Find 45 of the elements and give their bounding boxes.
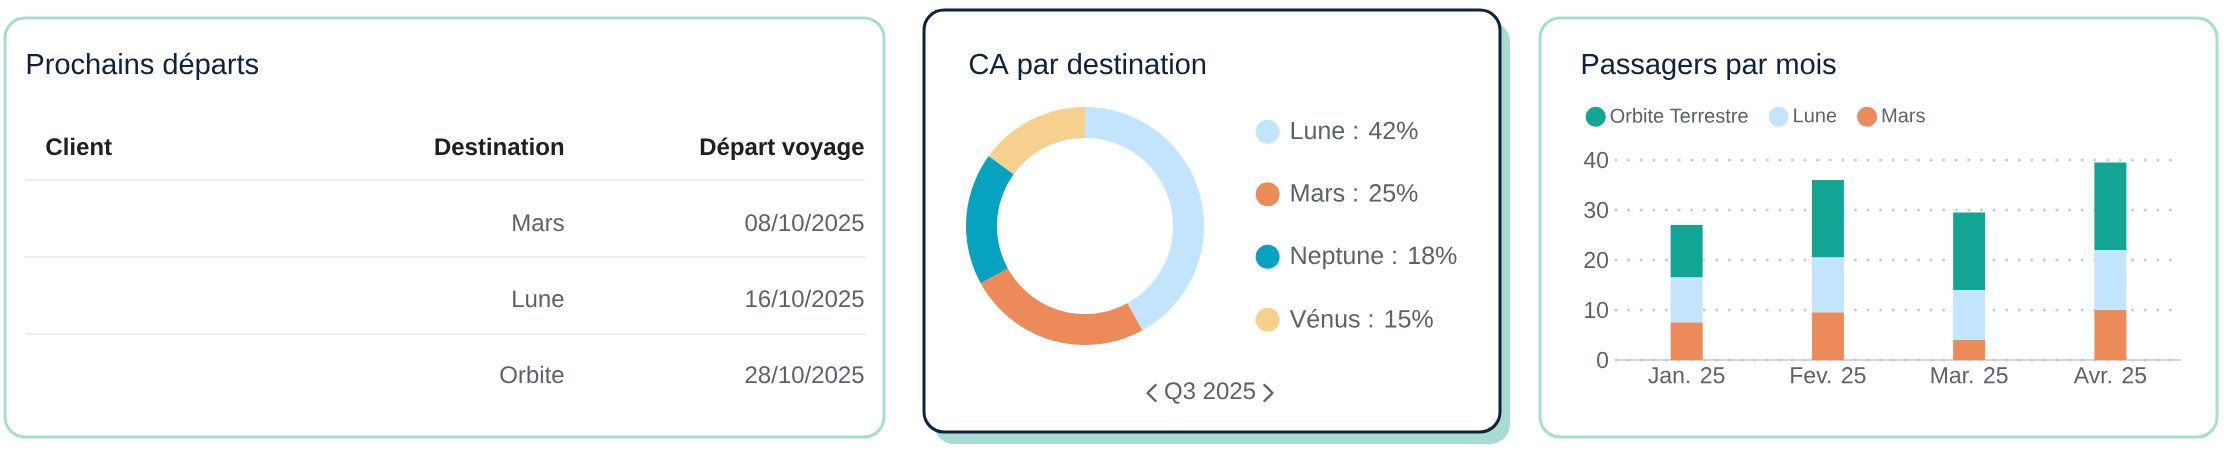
data-label: : 42% xyxy=(1354,121,1418,140)
text: 08/10/2025 xyxy=(745,213,864,232)
bar xyxy=(1811,180,1844,258)
text: 28/10/2025 xyxy=(745,365,864,384)
legend-label: Lune xyxy=(1794,108,1837,123)
bar xyxy=(2094,250,2127,311)
text: Q3 2025 xyxy=(1165,382,1255,404)
y-tick-label: 0 xyxy=(1597,351,1609,369)
text: Départ voyage xyxy=(700,137,864,161)
text: Client xyxy=(46,137,112,156)
x-tick-label: Mar. 25 xyxy=(1931,367,2008,384)
bar xyxy=(1670,277,1703,323)
text: Mars xyxy=(513,214,564,232)
bar xyxy=(2094,310,2127,361)
bar xyxy=(1953,290,1986,341)
text: 16/10/2025 xyxy=(746,289,864,308)
text: Prochains départs xyxy=(27,52,259,81)
text: Destination xyxy=(435,137,564,156)
legend-label: Mars xyxy=(1291,184,1345,202)
data-label: : 25% xyxy=(1354,184,1418,202)
chart-title: Passagers par mois xyxy=(1582,52,1836,81)
bar xyxy=(1670,225,1703,278)
y-tick-label: 20 xyxy=(1584,251,1609,269)
bar xyxy=(1953,340,1986,361)
y-tick-label: 10 xyxy=(1585,301,1609,319)
legend-label: Mars xyxy=(1882,108,1925,123)
bar xyxy=(1811,257,1844,313)
bar xyxy=(1953,212,1986,290)
bar xyxy=(2094,162,2127,250)
data-label: : 15% xyxy=(1369,310,1433,328)
chart-title: CA par destination xyxy=(969,52,1206,81)
legend-label: Vénus xyxy=(1289,308,1360,328)
text: Orbite xyxy=(500,365,564,384)
legend-label: Orbite Terrestre xyxy=(1610,108,1748,123)
legend-label: Neptune xyxy=(1291,246,1384,270)
x-tick-label: Fev. 25 xyxy=(1791,367,1866,384)
legend-label: Lune xyxy=(1291,121,1345,140)
x-tick-label: Jan. 25 xyxy=(1648,367,1725,384)
bar xyxy=(1811,312,1844,361)
x-tick-label: Avr. 25 xyxy=(2073,367,2147,384)
data-label: : 18% xyxy=(1393,246,1457,265)
y-tick-label: 40 xyxy=(1583,151,1609,169)
text: Lune xyxy=(513,290,564,308)
bar xyxy=(1670,322,1703,361)
y-tick-label: 30 xyxy=(1584,201,1609,219)
